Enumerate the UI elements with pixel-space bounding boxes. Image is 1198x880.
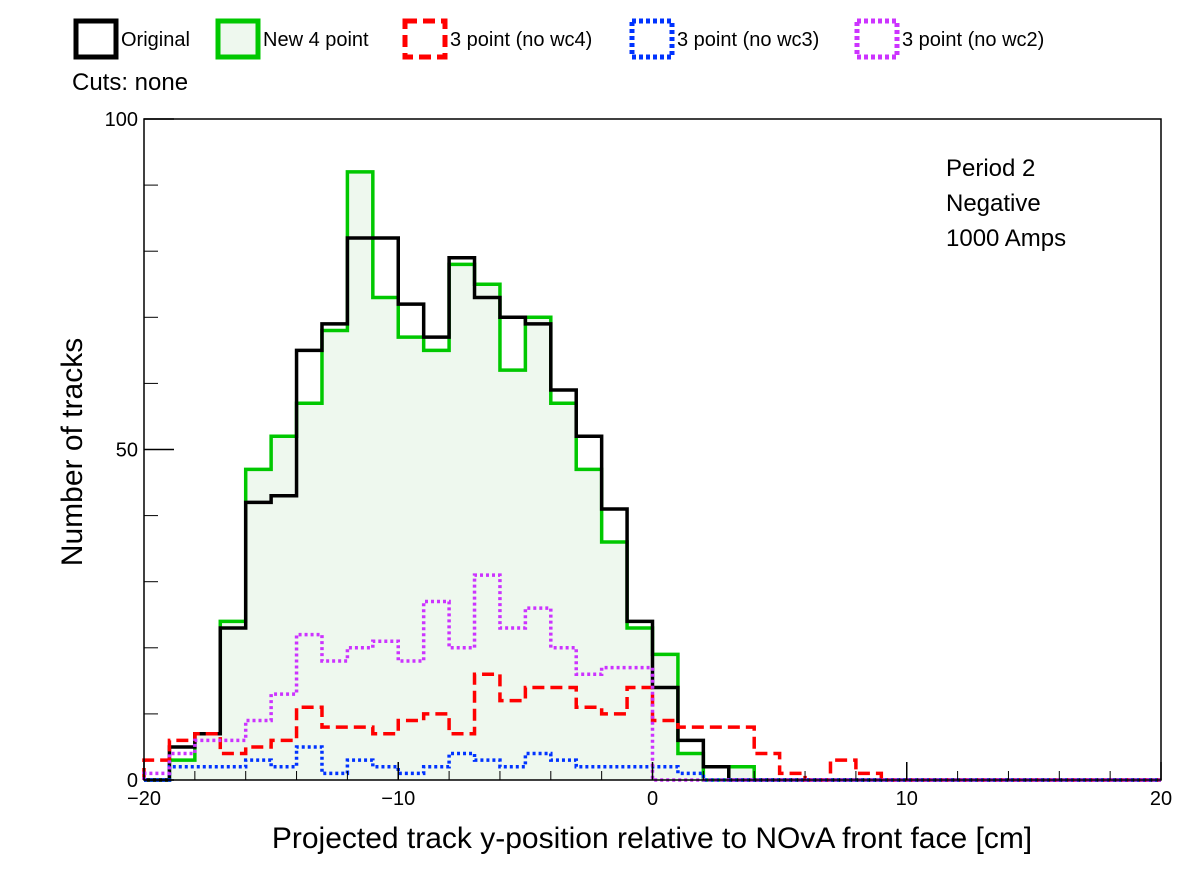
legend-label-1: New 4 point bbox=[263, 29, 369, 51]
y-tick-label-2: 100 bbox=[105, 109, 138, 131]
x-tick-label-1: −10 bbox=[381, 788, 415, 810]
y-axis-label: Number of tracks bbox=[56, 338, 89, 566]
legend-swatch-1 bbox=[215, 18, 261, 60]
legend-swatch-3 bbox=[629, 18, 675, 60]
y-axis: 0 50 100 bbox=[105, 109, 174, 792]
x-axis: −20 −10 0 10 20 bbox=[127, 762, 1172, 810]
cuts-label: Cuts: none bbox=[72, 69, 188, 96]
x-tick-label-0: −20 bbox=[127, 788, 161, 810]
x-tick-label-4: 20 bbox=[1150, 788, 1172, 810]
x-tick-label-2: 0 bbox=[647, 788, 658, 810]
annotation-box: Period 2 Negative 1000 Amps bbox=[946, 155, 1066, 252]
legend-label-0: Original bbox=[121, 29, 190, 51]
legend: Original New 4 point 3 point (no wc4) 3 poi… bbox=[73, 18, 1044, 60]
legend-label-2: 3 point (no wc4) bbox=[450, 29, 592, 51]
legend-swatch-0 bbox=[73, 18, 119, 60]
legend-label-3: 3 point (no wc3) bbox=[677, 29, 819, 51]
y-tick-label-0: 0 bbox=[127, 770, 138, 792]
legend-label-4: 3 point (no wc2) bbox=[902, 29, 1044, 51]
legend-swatch-2 bbox=[402, 18, 448, 60]
x-axis-label: Projected track y-position relative to N… bbox=[272, 822, 1032, 855]
annotation-line-0: Period 2 bbox=[946, 155, 1035, 182]
x-tick-label-3: 10 bbox=[896, 788, 918, 810]
y-tick-label-1: 50 bbox=[116, 440, 138, 462]
annotation-line-1: Negative bbox=[946, 190, 1041, 217]
annotation-line-2: 1000 Amps bbox=[946, 225, 1066, 252]
series-line-2 bbox=[142, 672, 1161, 782]
series-line-4 bbox=[142, 573, 1161, 782]
legend-swatch-4 bbox=[854, 18, 900, 60]
series-line-3 bbox=[144, 745, 1161, 782]
